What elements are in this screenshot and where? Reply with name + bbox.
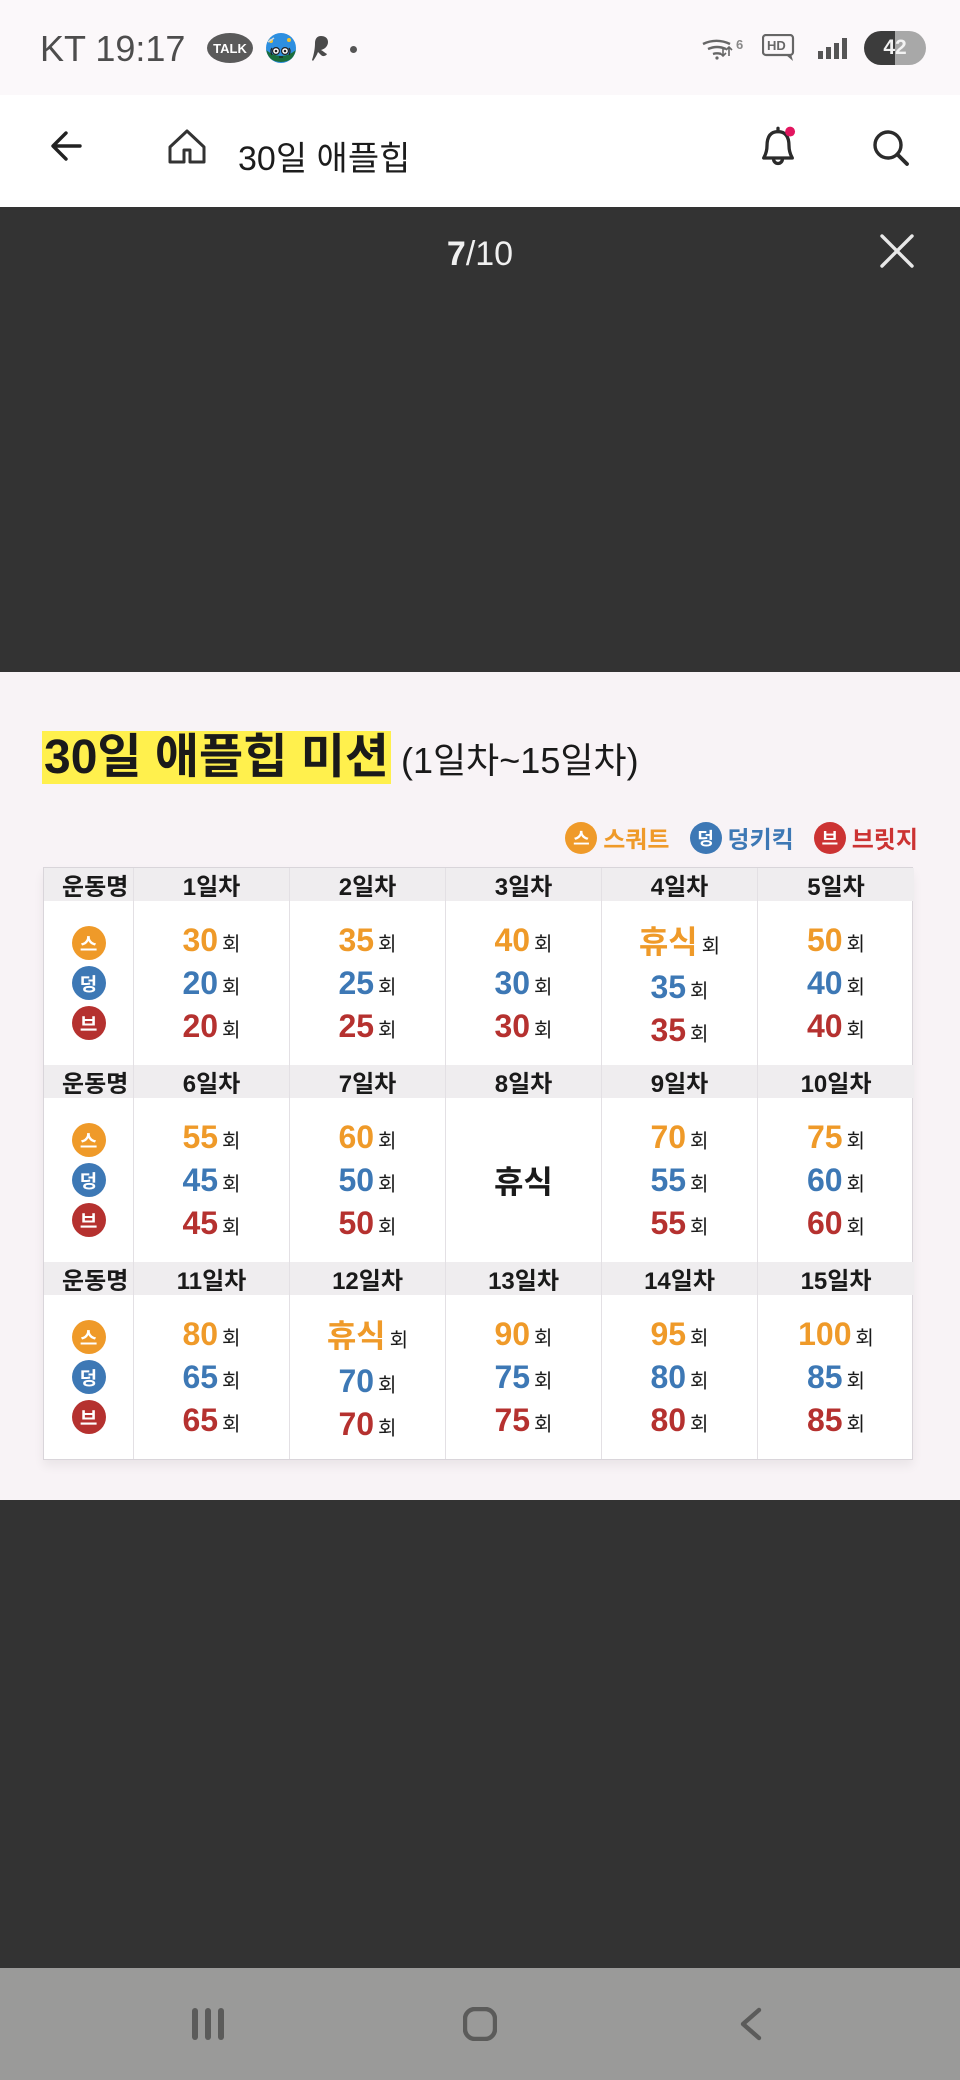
svg-text:HD: HD	[767, 38, 786, 53]
svg-text:TALK: TALK	[213, 41, 247, 56]
svg-text:6: 6	[736, 37, 743, 52]
